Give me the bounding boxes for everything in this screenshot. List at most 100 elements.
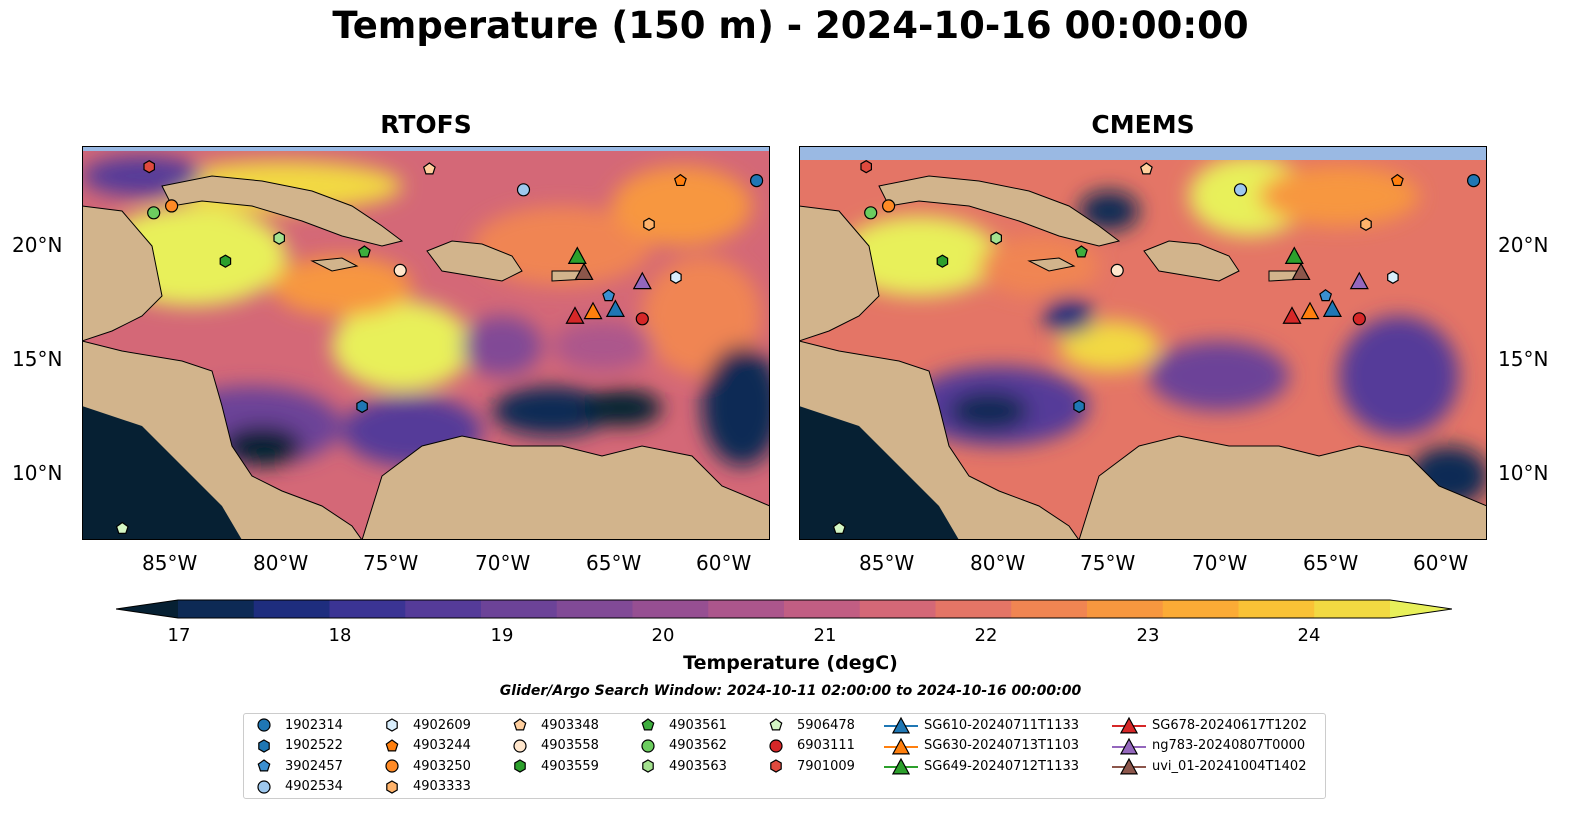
- legend-marker: [770, 759, 782, 773]
- triangle-marker-icon: [884, 757, 918, 775]
- circle-marker-icon: [257, 718, 271, 732]
- colorbar-band: [481, 600, 558, 618]
- colorbar-tick-22: 22: [974, 625, 998, 646]
- map-cmems: [799, 146, 1487, 540]
- legend-label: 4903561: [669, 717, 727, 733]
- platform-marker: [393, 263, 407, 278]
- hexagon-marker-icon: [258, 738, 270, 753]
- legend-marker: [1119, 757, 1139, 775]
- legend-marker: [513, 718, 527, 731]
- platform-marker: [1352, 312, 1366, 326]
- platform-marker: [1139, 162, 1153, 175]
- legend-item: SG678-20240617T1202: [1112, 716, 1307, 734]
- colorbar-band: [405, 600, 482, 618]
- legend-label: 3902457: [285, 758, 343, 774]
- platform-marker: [936, 254, 949, 268]
- colorbar-tick-21: 21: [813, 625, 837, 646]
- pentagon-marker-icon: [257, 759, 271, 772]
- platform-marker: [583, 301, 603, 320]
- pentagon-marker-icon: [769, 718, 783, 731]
- lon-tick-65w-left: 65°W: [586, 551, 642, 575]
- platform-marker: [1284, 246, 1304, 264]
- legend-label: 4902609: [413, 717, 471, 733]
- legend-item: 1902314: [256, 716, 343, 734]
- colorbar-under-arrow: [116, 600, 178, 618]
- triangle-marker-icon: [884, 737, 918, 754]
- colorbar-tick-19: 19: [490, 625, 514, 646]
- legend-label: SG649-20240712T1133: [924, 758, 1080, 774]
- legend-marker: [1119, 737, 1139, 754]
- legend-item: SG649-20240712T1133: [884, 757, 1079, 775]
- legend-label: 4903563: [669, 758, 727, 774]
- legend-label: 7901009: [797, 758, 855, 774]
- legend-label: SG610-20240711T1133: [924, 717, 1080, 733]
- legend-label: 1902314: [285, 717, 343, 733]
- platform-marker: [1282, 306, 1302, 324]
- hexagon-marker-icon: [514, 759, 526, 773]
- platform-marker: [881, 199, 896, 213]
- circle-marker-icon: [385, 759, 399, 773]
- legend-item: 4903250: [384, 757, 471, 775]
- circle-marker-icon: [641, 738, 655, 753]
- platform-marker: [516, 183, 531, 197]
- legend-item: 4903559: [512, 757, 599, 775]
- pentagon-marker-icon: [513, 718, 527, 731]
- platform-marker: [1319, 289, 1333, 302]
- legend-label: 4903348: [541, 717, 599, 733]
- circle-marker-icon: [769, 738, 783, 753]
- platform-marker: [565, 306, 585, 324]
- legend-item: 7901009: [768, 757, 855, 775]
- platform-marker: [602, 289, 616, 302]
- legend-marker: [386, 779, 398, 794]
- platform-marker: [1349, 271, 1369, 290]
- colorbar-tick-24: 24: [1297, 625, 1321, 646]
- legend-item: 4903562: [640, 737, 727, 755]
- platform-marker: [115, 521, 129, 534]
- platform-marker: [605, 299, 625, 317]
- legend-marker: [385, 759, 399, 773]
- colorbar-band: [1011, 600, 1088, 618]
- legend-item: 5906478: [768, 716, 855, 734]
- platform-marker: [1300, 301, 1320, 320]
- legend-item: 4903563: [640, 757, 727, 775]
- colorbar-tick-18: 18: [328, 625, 352, 646]
- colorbar-band: [1087, 600, 1164, 618]
- platform-marker: [574, 262, 594, 281]
- legend-label: 6903111: [797, 738, 855, 753]
- search-window-text: Glider/Argo Search Window: 2024-10-11 02…: [499, 683, 1082, 699]
- colorbar-band: [632, 600, 709, 618]
- legend-item: 4903333: [384, 778, 471, 796]
- legend-marker: [769, 718, 783, 731]
- lat-tick-10n-left: 10°N: [12, 461, 63, 485]
- colorbar-band: [708, 600, 785, 618]
- platform-marker: [749, 173, 764, 188]
- legend-item: 6903111: [768, 737, 855, 755]
- legend-marker: [1119, 716, 1139, 734]
- circle-marker-icon: [257, 779, 271, 794]
- colorbar-band: [178, 600, 255, 618]
- legend: 1902314 1902522 3902457 4902534 4902609 49032…: [243, 713, 1326, 799]
- legend-label: 4903333: [413, 779, 471, 794]
- lon-tick-80w-right: 80°W: [970, 551, 1026, 575]
- legend-label: 4902534: [285, 779, 343, 794]
- platform-marker: [1360, 217, 1372, 231]
- legend-item: SG630-20240713T1103: [884, 737, 1079, 755]
- legend-marker: [257, 718, 271, 732]
- platform-marker: [832, 521, 846, 534]
- platform-marker: [1233, 183, 1248, 197]
- platform-marker: [164, 199, 179, 213]
- pentagon-marker-icon: [385, 738, 399, 751]
- legend-label: 4903559: [541, 758, 599, 774]
- platform-marker: [635, 312, 649, 326]
- legend-item: 4902609: [384, 716, 471, 734]
- colorbar-band: [935, 600, 1012, 618]
- lat-tick-15n-left: 15°N: [12, 347, 63, 371]
- legend-item: 1902522: [256, 737, 343, 755]
- hexagon-marker-icon: [642, 759, 654, 773]
- platform-marker: [147, 206, 161, 220]
- lon-tick-70w-left: 70°W: [475, 551, 531, 575]
- lon-tick-60w-left: 60°W: [696, 551, 752, 575]
- legend-label: ng783-20240807T0000: [1152, 738, 1306, 753]
- triangle-marker-icon: [1112, 737, 1146, 754]
- platform-marker: [990, 231, 1002, 245]
